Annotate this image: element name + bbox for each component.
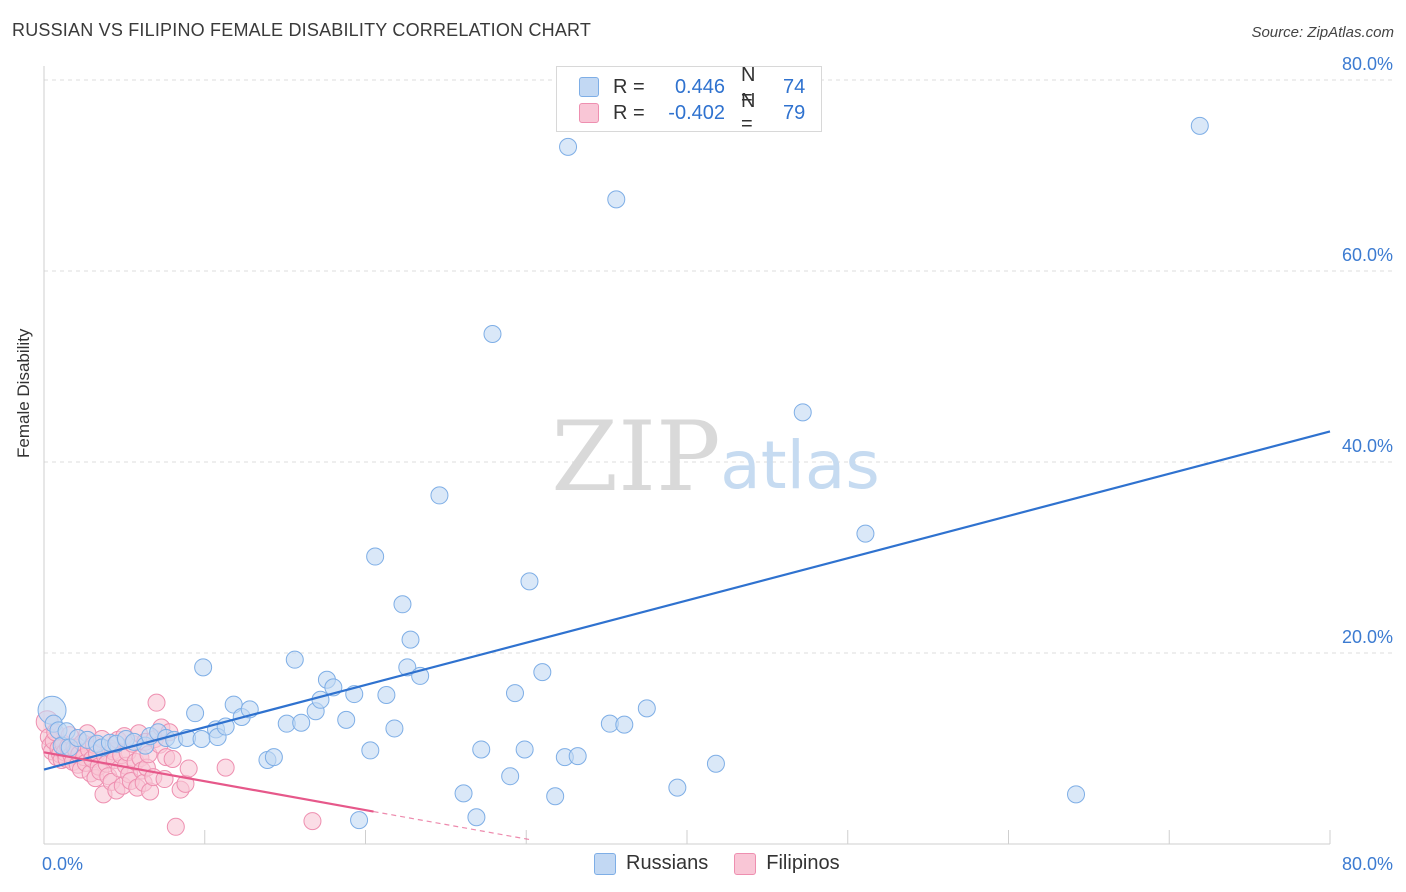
point-filipinos (147, 693, 166, 712)
point-russians (1067, 785, 1086, 804)
point-russians (568, 747, 587, 766)
point-russians (515, 740, 534, 759)
point-russians (607, 190, 626, 209)
y-tick-label: 60.0% (1342, 245, 1393, 265)
legend-row-filipinos: R = -0.402 N = 79 (579, 90, 806, 135)
series-legend-russians[interactable]: Russians (594, 852, 708, 875)
trend-line-extension-filipinos (373, 810, 530, 841)
point-russians (706, 754, 725, 773)
point-russians (637, 699, 656, 718)
point-russians (350, 811, 369, 830)
legend-n-value-russians: 74 (783, 75, 806, 98)
series-legend-filipinos[interactable]: Filipinos (734, 852, 840, 875)
trend-lines (43, 430, 1331, 841)
correlation-legend: R = 0.446 N = 74 R = -0.402 N = 79 (556, 64, 822, 135)
watermark-zip: ZIP (551, 401, 720, 513)
x-tick-label: 0.0% (42, 854, 83, 874)
y-tick-label: 40.0% (1342, 436, 1393, 456)
point-russians (311, 690, 330, 709)
trend-line-filipinos (43, 751, 374, 813)
point-russians (285, 650, 304, 669)
legend-r-value-filipinos: -0.402 (668, 101, 725, 124)
y-axis-label: Female Disability (14, 328, 33, 458)
point-russians (467, 808, 486, 827)
series-label-russians: Russians (626, 852, 709, 874)
y-tick-label: 80.0% (1342, 54, 1393, 74)
chart-title: RUSSIAN VS FILIPINO FEMALE DISABILITY CO… (12, 20, 592, 40)
point-filipinos (216, 758, 235, 777)
point-russians (505, 684, 524, 703)
point-russians (533, 663, 552, 682)
point-filipinos (163, 750, 182, 769)
point-russians (546, 787, 565, 806)
point-russians (192, 729, 211, 748)
x-tick-label: 80.0% (1342, 854, 1393, 874)
legend-row-russians: R = 0.446 N = 74 (579, 64, 806, 109)
point-russians (454, 784, 473, 803)
point-russians (361, 741, 380, 760)
point-russians (377, 686, 396, 705)
grid-lines (44, 79, 1394, 654)
series-swatch-russians (594, 852, 616, 875)
point-russians (401, 630, 420, 649)
data-points (35, 116, 1209, 836)
watermark: ZIP atlas (551, 401, 879, 513)
series-label-filipinos: Filipinos (766, 852, 840, 874)
point-russians (393, 595, 412, 614)
point-russians (520, 572, 539, 591)
point-russians (398, 658, 417, 677)
tick-labels: 20.0% 40.0% 60.0% 80.0% 0.0% 80.0% (42, 54, 1393, 874)
source-label: Source: ZipAtlas.com (1251, 24, 1394, 41)
point-russians (472, 740, 491, 759)
point-russians (430, 486, 449, 505)
point-russians (292, 713, 311, 732)
legend-swatch-filipinos (579, 103, 599, 123)
point-russians (194, 658, 213, 677)
point-russians (501, 767, 520, 786)
point-russians (186, 704, 205, 723)
point-russians (668, 778, 687, 797)
point-russians (559, 137, 578, 156)
point-russians (385, 719, 404, 738)
point-russians (366, 547, 385, 566)
legend-n-label: N = (741, 90, 756, 135)
point-russians (856, 524, 875, 543)
point-russians (483, 325, 502, 344)
point-filipinos (303, 812, 322, 831)
trend-line-russians (43, 430, 1331, 771)
series-legend: Russians Filipinos (594, 852, 866, 875)
point-russians (1190, 116, 1209, 135)
point-russians (264, 748, 283, 767)
watermark-atlas: atlas (720, 427, 880, 504)
y-tick-label: 20.0% (1342, 627, 1393, 647)
point-russians (337, 710, 356, 729)
legend-swatch-russians (579, 77, 599, 97)
legend-r-label: R = (613, 101, 645, 124)
legend-r-value-russians: 0.446 (674, 75, 725, 98)
legend-n-label: N = (741, 64, 756, 109)
point-filipinos (179, 759, 198, 778)
legend-r-label: R = (613, 75, 645, 98)
point-filipinos (166, 817, 185, 836)
series-swatch-filipinos (734, 852, 757, 875)
legend-n-value-filipinos: 79 (783, 101, 806, 124)
point-russians (793, 403, 812, 422)
point-russians (615, 715, 634, 734)
